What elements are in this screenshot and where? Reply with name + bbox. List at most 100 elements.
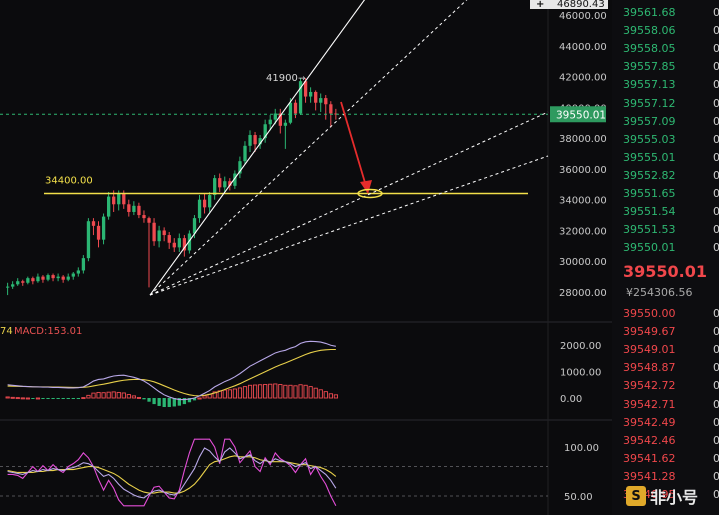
candle-body: [334, 113, 338, 115]
kdj-k-line: [7, 447, 337, 499]
macd-hist-bar: [51, 398, 55, 399]
order-qty: 0: [713, 187, 719, 200]
order-book-row[interactable]: 39552.82 0: [612, 167, 719, 185]
order-book-row[interactable]: 39555.01 0: [612, 149, 719, 167]
price-chart[interactable]: 46000.0044000.0042000.0040000.0038000.00…: [0, 0, 612, 515]
price-tick-label: 46000.00: [559, 11, 607, 22]
candle-body: [319, 98, 323, 103]
macd-tick-label: 0.00: [560, 394, 582, 405]
macd-hist-bar: [227, 389, 232, 399]
order-book-row[interactable]: 39551.54 0: [612, 203, 719, 221]
candle-body: [46, 275, 50, 280]
candle-body: [273, 113, 277, 120]
order-book-row[interactable]: 39542.71 0: [612, 396, 719, 414]
macd-hist-bar: [273, 383, 278, 399]
forecast-arrow-head-icon: [360, 180, 372, 194]
mid-price-cny: ¥254306.56: [626, 286, 693, 299]
candle-body: [112, 196, 116, 205]
order-book-row[interactable]: 39558.06 0: [612, 22, 719, 40]
order-book-row[interactable]: 39541.62 0: [612, 450, 719, 468]
candle-body: [187, 233, 192, 251]
top-price-label: 46890.43: [557, 0, 605, 10]
macd-hist-bar: [136, 397, 142, 399]
order-book: [612, 0, 719, 515]
candle-body: [21, 281, 25, 283]
order-price: 39541.62: [623, 451, 676, 465]
macd-hist-bar: [20, 397, 25, 400]
macd-hist-bar: [31, 398, 35, 399]
order-book-row[interactable]: 39551.65 0: [612, 185, 719, 203]
order-price: 39550.01: [623, 241, 676, 255]
price-tick-label: 34000.00: [559, 196, 607, 207]
order-book-row[interactable]: 39542.49 0: [612, 414, 719, 432]
order-book-row[interactable]: 39548.87 0: [612, 359, 719, 377]
candle-body: [228, 181, 232, 186]
macd-hist-bar: [298, 384, 303, 399]
candle-body: [26, 278, 30, 283]
order-book-row[interactable]: 39541.28 0: [612, 468, 719, 486]
candle-body: [16, 281, 20, 285]
order-book-row[interactable]: 39550.00 0: [612, 305, 719, 323]
order-qty: 0: [713, 307, 719, 320]
macd-hist-bar: [116, 391, 121, 399]
macd-hist-bar: [41, 398, 45, 399]
order-book-row[interactable]: 39555.03 0: [612, 131, 719, 149]
trend-line-solid: [149, 0, 366, 296]
candle-body: [147, 218, 151, 223]
candle-body: [303, 81, 308, 97]
macd-tick-label: 2000.00: [560, 341, 601, 352]
price-tick-label: 36000.00: [559, 165, 607, 176]
order-book-row[interactable]: 39557.12 0: [612, 95, 719, 113]
candle-body: [51, 275, 55, 279]
candle-body: [81, 258, 86, 271]
order-book-row[interactable]: 39549.67 0: [612, 323, 719, 341]
macd-hist-bar: [278, 384, 283, 399]
macd-hist-bar: [192, 398, 197, 401]
order-price: 39550.00: [623, 307, 676, 320]
order-book-row[interactable]: 39557.13 0: [612, 76, 719, 94]
order-qty: 0: [713, 96, 719, 110]
mid-price: 39550.01: [623, 262, 708, 281]
order-price: 39555.01: [623, 150, 676, 164]
order-price: 39557.85: [623, 60, 676, 74]
candle-body: [117, 193, 121, 205]
macd-hist-bar: [101, 392, 106, 399]
candle-body: [101, 216, 106, 240]
candle-body: [177, 238, 181, 248]
order-book-row[interactable]: 39551.53 0: [612, 221, 719, 239]
candle-body: [213, 178, 217, 196]
order-book-mid: 39550.01 ¥254306.56: [612, 258, 719, 304]
candle-body: [167, 235, 171, 243]
macd-hist-bar: [258, 384, 263, 399]
order-price: 39561.68: [623, 6, 676, 19]
macd-hist-bar: [303, 384, 308, 399]
kdj-tick-label: 50.00: [564, 492, 593, 503]
order-book-row[interactable]: 39542.46 0: [612, 432, 719, 450]
macd-hist-bar: [56, 398, 60, 399]
macd-hist-bar: [15, 397, 20, 400]
order-book-row[interactable]: 39550.01 0: [612, 239, 719, 257]
price-tick-label: 38000.00: [559, 134, 607, 145]
order-book-row[interactable]: 39558.05 0: [612, 40, 719, 58]
order-book-row[interactable]: 39561.68 0: [612, 4, 719, 22]
order-price: 39551.65: [623, 187, 676, 200]
order-qty: 0: [713, 325, 719, 339]
price-tick-label: 44000.00: [559, 42, 607, 53]
macd-hist-bar: [106, 391, 111, 399]
macd-label-prefix: 74: [0, 326, 13, 337]
macd-hist-bar: [197, 397, 202, 400]
macd-hist-bar: [111, 391, 116, 399]
order-qty: 0: [713, 205, 719, 219]
order-book-row[interactable]: 39557.85 0: [612, 58, 719, 76]
order-price: 39548.87: [623, 361, 676, 375]
order-price: 39541.28: [623, 469, 676, 483]
macd-hist-bar: [308, 386, 313, 399]
order-book-row[interactable]: 39542.72 0: [612, 377, 719, 395]
order-price: 39542.46: [623, 433, 676, 447]
macd-hist-bar: [333, 394, 338, 399]
candle-body: [91, 221, 96, 226]
candle-body: [208, 195, 212, 208]
order-book-row[interactable]: 39557.09 0: [612, 113, 719, 131]
order-book-row[interactable]: 39549.01 0: [612, 341, 719, 359]
candle-body: [248, 135, 252, 146]
